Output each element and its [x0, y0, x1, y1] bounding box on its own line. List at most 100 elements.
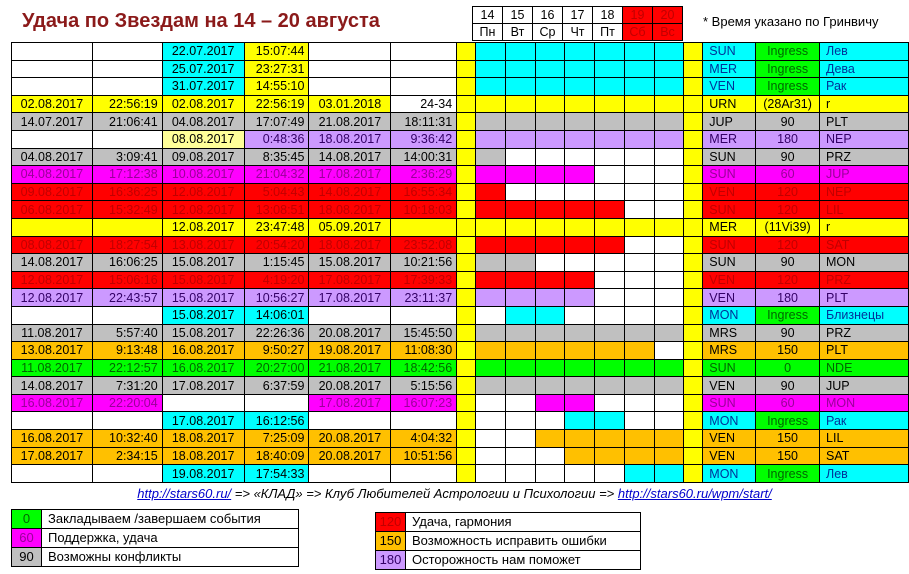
day-cell-14: [475, 323, 506, 343]
exact-date: 25.07.2017: [161, 59, 245, 79]
day-cell-17: [564, 253, 596, 272]
legend-right: 120 Удача, гармония 150 Возможность исправи…: [375, 512, 641, 570]
exact-time: 6:37:59: [243, 376, 310, 395]
day-cell-14: [475, 411, 506, 431]
start-time: [91, 217, 163, 237]
exact-date: 18.08.2017: [161, 429, 245, 448]
separator-strip: [456, 270, 477, 290]
day-cell-19: [623, 217, 655, 237]
day-cell-19: [623, 129, 655, 149]
aspects-table: 22.07.2017 15:07:44 SUN Ingress Лев 25.07.201…: [11, 42, 909, 483]
day-cell-14: [475, 165, 506, 184]
end-date: 20.08.2017: [308, 323, 392, 343]
separator-strip: [683, 129, 704, 149]
day-cell-20: [653, 341, 685, 360]
separator-strip: [683, 393, 704, 413]
exact-time: [243, 393, 310, 413]
timezone-note: * Время указано по Гринвичу: [703, 14, 879, 29]
wpm-start-link[interactable]: http://stars60.ru/wpm/start/: [617, 486, 772, 501]
day-cell-15: [504, 464, 536, 483]
separator-strip: [683, 42, 704, 61]
table-row: 08.08.2017 18:27:54 13.08.2017 20:54:20 18.0…: [11, 235, 909, 255]
day-cell-14: [475, 129, 506, 149]
start-date: [11, 129, 93, 149]
start-time: 22:56:19: [91, 94, 163, 114]
day-cell-20: [653, 411, 685, 431]
day-cell-18: [594, 305, 625, 325]
planet: SUN: [702, 200, 757, 219]
day-cell-19: [623, 288, 655, 307]
day-of-week-17: Чт: [562, 23, 593, 41]
day-cell-18: [594, 42, 625, 61]
day-cell-20: [653, 42, 685, 61]
aspect: 90: [755, 112, 821, 131]
start-time: 15:32:49: [91, 200, 163, 219]
exact-time: 22:56:19: [243, 94, 310, 114]
day-cell-16: [534, 94, 566, 114]
planet: SUN: [702, 358, 757, 378]
separator-strip: [683, 376, 704, 395]
table-row: 19.08.2017 17:54:33 MON Ingress Лев: [11, 464, 909, 483]
table-row: 12.08.2017 22:43:57 15.08.2017 10:56:27 17.0…: [11, 288, 909, 307]
day-cell-16: [534, 147, 566, 167]
end-time: 23:11:37: [390, 288, 458, 307]
day-cell-20: [653, 376, 685, 395]
table-row: 04.08.2017 3:09:41 09.08.2017 8:35:45 14.08.…: [11, 147, 909, 167]
table-row: 11.08.2017 22:12:57 16.08.2017 20:27:00 21.0…: [11, 358, 909, 378]
day-cell-18: [594, 235, 625, 255]
start-date: [11, 464, 93, 483]
exact-time: 10:56:27: [243, 288, 310, 307]
day-cell-16: [534, 112, 566, 131]
day-cell-15: [504, 323, 536, 343]
end-date: 05.09.2017: [308, 217, 392, 237]
exact-date: 02.08.2017: [161, 94, 245, 114]
target: PLT: [819, 112, 909, 131]
start-time: 16:36:25: [91, 182, 163, 202]
table-row: 09.08.2017 16:36:25 12.08.2017 5:04:43 14.08…: [11, 182, 909, 202]
end-date: 21.08.2017: [308, 358, 392, 378]
separator-strip: [683, 147, 704, 167]
start-date: [11, 42, 93, 61]
day-cell-19: [623, 270, 655, 290]
stars60-link[interactable]: http://stars60.ru/: [137, 486, 232, 501]
day-cell-16: [534, 253, 566, 272]
start-date: 04.08.2017: [11, 165, 93, 184]
day-cell-19: [623, 446, 655, 466]
end-date: 03.01.2018: [308, 94, 392, 114]
exact-date: [161, 393, 245, 413]
exact-time: 14:06:01: [243, 305, 310, 325]
page-title: Удача по Звездам на 14 – 20 августа: [22, 10, 380, 32]
start-time: 10:32:40: [91, 429, 163, 448]
end-time: 10:18:03: [390, 200, 458, 219]
legend-text: Возможность исправить ошибки: [405, 531, 641, 551]
separator-strip: [683, 253, 704, 272]
day-cell-14: [475, 147, 506, 167]
day-cell-14: [475, 305, 506, 325]
target: Рак: [819, 77, 909, 96]
table-row: 04.08.2017 17:12:38 10.08.2017 21:04:32 17.0…: [11, 165, 909, 184]
target: NDE: [819, 358, 909, 378]
table-row: 25.07.2017 23:27:31 MER Ingress Дева: [11, 59, 909, 79]
day-cell-14: [475, 200, 506, 219]
day-cell-20: [653, 288, 685, 307]
aspect: Ingress: [755, 42, 821, 61]
planet: MRS: [702, 323, 757, 343]
separator-strip: [683, 200, 704, 219]
separator-strip: [683, 305, 704, 325]
day-cell-15: [504, 42, 536, 61]
end-time: 5:15:56: [390, 376, 458, 395]
exact-time: 17:54:33: [243, 464, 310, 483]
exact-date: 04.08.2017: [161, 112, 245, 131]
planet: MRS: [702, 341, 757, 360]
day-number-20: 20: [652, 6, 683, 24]
separator-strip: [456, 429, 477, 448]
target: MON: [819, 253, 909, 272]
day-cell-16: [534, 129, 566, 149]
day-cell-17: [564, 429, 596, 448]
day-cell-18: [594, 358, 625, 378]
day-cell-18: [594, 94, 625, 114]
day-cell-19: [623, 323, 655, 343]
day-cell-20: [653, 358, 685, 378]
day-cell-19: [623, 305, 655, 325]
exact-time: 22:26:36: [243, 323, 310, 343]
